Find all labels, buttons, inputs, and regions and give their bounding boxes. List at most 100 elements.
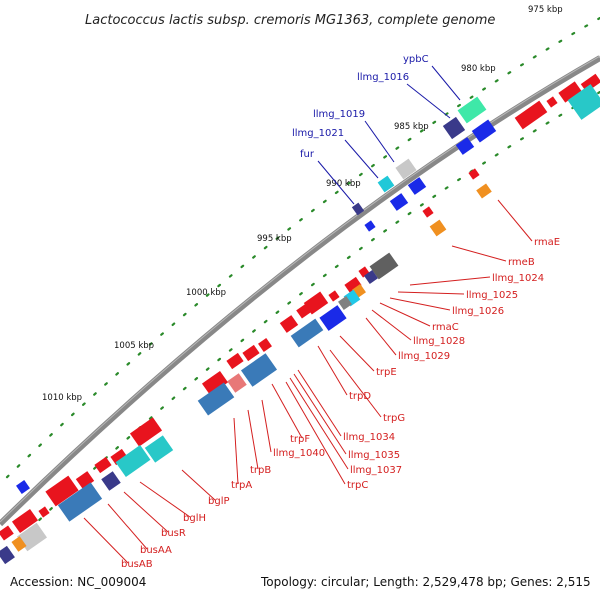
- gene-label-llmg-1028: llmg_1028: [413, 336, 465, 347]
- cds-bglH: [144, 435, 174, 463]
- gene-features: [0, 73, 600, 565]
- genome-backbone-highlight: [0, 55, 600, 523]
- leader-llmg-1026: [389, 297, 451, 311]
- gene-label-trpD: trpD: [349, 391, 371, 402]
- gene-label-trpF: trpF: [290, 434, 310, 445]
- gene-label-bglP: bglP: [208, 496, 230, 507]
- leader-trpD: [317, 345, 348, 396]
- cds-outer-5: [468, 168, 480, 180]
- tick-label-975: 975 kbp: [528, 5, 563, 15]
- cds-outer-2: [546, 96, 558, 108]
- cds-plus-3: [407, 177, 427, 195]
- gene-label-trpC: trpC: [347, 480, 368, 491]
- gene-label-trpA: trpA: [231, 480, 252, 491]
- tick-labels: 975 kbp 980 kbp 985 kbp 990 kbp 995 kbp …: [42, 5, 563, 403]
- gene-label-rmeB: rmeB: [508, 257, 535, 268]
- label-leader-lines: [83, 65, 533, 564]
- cds-llmg-1024: [364, 270, 378, 284]
- gene-label-llmg-1034: llmg_1034: [343, 432, 395, 443]
- cds-orange-1: [476, 183, 492, 199]
- plus-strand-labels: ypbC llmg_1016 llmg_1019 llmg_1021 fur: [292, 54, 429, 160]
- cds-outer-14: [242, 344, 260, 362]
- tick-label-985: 985 kbp: [394, 122, 429, 132]
- cds-trpD: [319, 305, 347, 331]
- cds-outer-7: [279, 315, 299, 333]
- cds-outer-9: [303, 291, 329, 315]
- leader-llmg-1040: [261, 399, 272, 453]
- gene-label-llmg-1019: llmg_1019: [313, 109, 365, 120]
- cds-plus-1: [471, 119, 497, 143]
- cds-outer-6: [422, 206, 434, 218]
- cds-llmg-1016: [442, 116, 466, 140]
- gene-label-trpG: trpG: [383, 413, 405, 424]
- leader-busAB: [83, 517, 129, 564]
- gene-label-trpE: trpE: [376, 367, 397, 378]
- leader-llmg-1037: [289, 377, 349, 470]
- gene-label-llmg-1035: llmg_1035: [348, 450, 400, 461]
- cds-plus-5: [364, 220, 376, 232]
- leader-llmg-1024: [409, 276, 491, 286]
- cds-llmg-1019: [395, 158, 417, 180]
- leader-trpF: [271, 383, 303, 439]
- cds-plus-4: [389, 193, 409, 211]
- inner-guide: [0, 90, 600, 560]
- cds-outer-1: [514, 100, 548, 130]
- cds-outer-22: [11, 508, 39, 534]
- leader-rmaE: [497, 199, 533, 242]
- cds-outer-13: [226, 352, 244, 370]
- cds-outer-23: [0, 525, 14, 541]
- tick-label-980: 980 kbp: [461, 64, 496, 74]
- leader-bglP: [181, 469, 216, 501]
- cds-trpG: [197, 382, 235, 416]
- leader-trpG: [329, 349, 382, 418]
- leader-trpC: [285, 381, 346, 485]
- gene-label-busAB: busAB: [121, 559, 153, 570]
- gene-label-llmg-1021: llmg_1021: [292, 128, 344, 139]
- cds-fur: [351, 202, 365, 216]
- gene-label-llmg-1026: llmg_1026: [452, 306, 504, 317]
- cds-busC: [0, 545, 15, 565]
- gene-label-llmg-1016: llmg_1016: [357, 72, 409, 83]
- gene-label-bglH: bglH: [183, 513, 206, 524]
- leader-rmaC: [379, 302, 431, 327]
- leader-llmg-1025: [397, 291, 465, 295]
- tick-label-1005: 1005 kbp: [114, 341, 154, 351]
- gene-label-llmg-1025: llmg_1025: [466, 290, 518, 301]
- cds-rmaE-block: [369, 252, 399, 280]
- cds-outer-3: [558, 81, 582, 103]
- accession-text: Accession: NC_009004: [10, 575, 146, 589]
- gene-label-ypbC: ypbC: [403, 54, 429, 65]
- cds-outer-18: [94, 456, 112, 474]
- cds-outer-15: [258, 338, 272, 352]
- gene-label-llmg-1029: llmg_1029: [398, 351, 450, 362]
- cds-teal-edge: [567, 84, 600, 120]
- cds-outer-21: [75, 471, 95, 489]
- cds-outer-16: [201, 370, 229, 396]
- genome-summary-text: Topology: circular; Length: 2,529,478 bp…: [260, 575, 591, 589]
- cds-outer-10: [328, 290, 340, 302]
- cds-outer-19: [110, 448, 128, 466]
- gene-label-llmg-1037: llmg_1037: [350, 465, 402, 476]
- cds-plus-2: [455, 137, 475, 155]
- cds-ypbC: [457, 96, 487, 124]
- leader-llmg-1016: [406, 83, 451, 119]
- tick-label-995: 995 kbp: [257, 234, 292, 244]
- cds-busAA: [57, 482, 103, 522]
- leader-fur: [317, 160, 355, 205]
- gene-label-busAA: busAA: [140, 545, 172, 556]
- leader-llmg-1035: [293, 373, 347, 455]
- leader-llmg-1019: [364, 120, 395, 163]
- leader-busAA: [107, 503, 148, 550]
- tick-label-990: 990 kbp: [326, 179, 361, 189]
- tick-label-1010: 1010 kbp: [42, 393, 82, 403]
- gene-label-trpB: trpB: [250, 465, 271, 476]
- cds-trpF: [227, 373, 247, 393]
- leader-bglH: [139, 481, 191, 518]
- cds-outer-11: [344, 276, 362, 294]
- gene-label-llmg-1024: llmg_1024: [492, 273, 544, 284]
- leader-llmg-1029: [365, 317, 397, 356]
- cds-outer-17: [129, 417, 163, 447]
- cds-orange-3: [429, 219, 447, 237]
- leader-llmg-1028: [371, 309, 412, 341]
